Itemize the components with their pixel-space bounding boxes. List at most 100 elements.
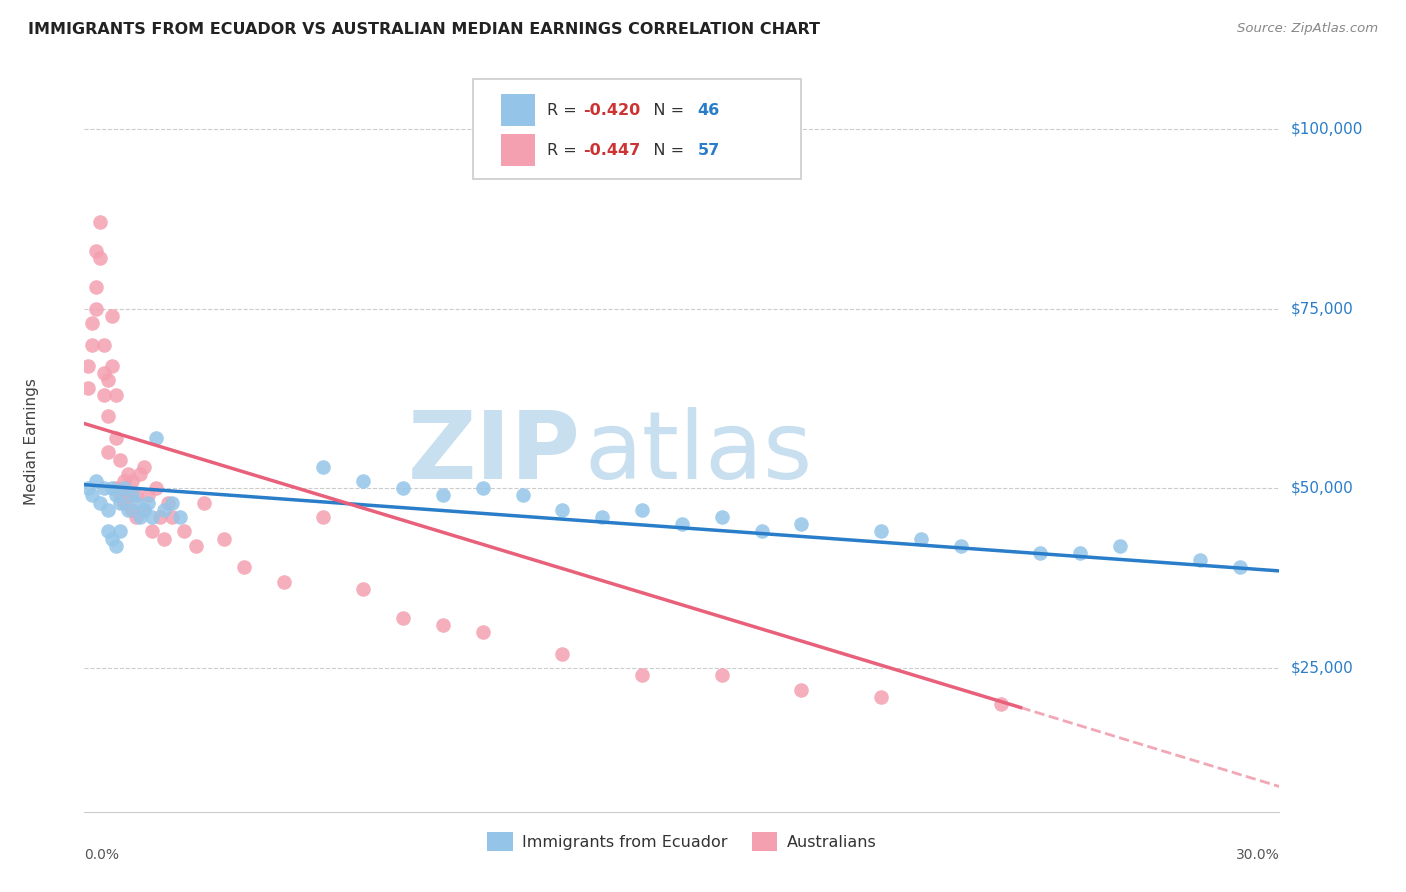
Point (169, 510, 191, 524)
Point (105, 488, 128, 502)
Point (870, 524, 893, 539)
Point (89, 252, 111, 266)
Point (121, 503, 143, 517)
Point (312, 510, 335, 524)
Point (105, 388, 128, 402)
Point (160, 510, 183, 524)
Point (125, 488, 148, 502)
Point (910, 532, 932, 546)
Point (77, 481, 100, 495)
Point (101, 481, 124, 495)
Text: N =: N = (638, 143, 689, 158)
Text: -0.447: -0.447 (582, 143, 640, 158)
Point (631, 503, 654, 517)
Point (132, 503, 156, 517)
Point (86, 474, 108, 488)
Point (232, 560, 254, 574)
Point (352, 582, 374, 596)
Point (129, 510, 152, 524)
FancyBboxPatch shape (502, 95, 534, 126)
Point (631, 668, 654, 682)
Point (86, 244, 108, 258)
Point (710, 510, 733, 524)
Point (990, 697, 1012, 711)
Point (110, 495, 132, 509)
Point (93, 337, 115, 351)
Point (97, 524, 120, 539)
Text: ZIP: ZIP (408, 407, 581, 499)
Point (671, 517, 693, 532)
Text: $25,000: $25,000 (1291, 660, 1354, 675)
Point (97, 503, 120, 517)
Point (141, 510, 163, 524)
Point (212, 532, 235, 546)
Point (105, 539, 128, 553)
Text: atlas: atlas (583, 407, 813, 499)
Point (153, 503, 176, 517)
Point (117, 467, 139, 481)
Point (77, 359, 100, 373)
Point (145, 431, 167, 445)
Point (101, 532, 124, 546)
Text: 30.0%: 30.0% (1236, 847, 1279, 862)
Point (112, 474, 135, 488)
Point (121, 474, 143, 488)
Point (157, 495, 180, 509)
Point (101, 309, 124, 323)
Point (149, 510, 172, 524)
Point (432, 488, 454, 502)
Point (117, 488, 139, 502)
Point (132, 459, 156, 474)
Point (93, 366, 115, 380)
Point (870, 690, 893, 704)
Point (751, 524, 773, 539)
Point (512, 488, 534, 502)
Point (471, 481, 494, 495)
Point (82, 316, 104, 330)
Point (112, 481, 135, 495)
Point (105, 481, 128, 495)
Text: Source: ZipAtlas.com: Source: ZipAtlas.com (1237, 22, 1378, 36)
Point (392, 610, 415, 624)
Point (110, 452, 132, 467)
Point (710, 668, 733, 682)
Text: $50,000: $50,000 (1291, 481, 1354, 496)
Point (591, 510, 613, 524)
Text: 57: 57 (697, 143, 720, 158)
Point (471, 625, 494, 640)
Point (790, 682, 813, 697)
Point (121, 488, 143, 502)
Point (93, 481, 115, 495)
Point (790, 517, 813, 532)
Point (97, 374, 120, 388)
Text: R =: R = (547, 143, 582, 158)
Text: -0.420: -0.420 (582, 103, 640, 118)
Text: Median Earnings: Median Earnings (24, 378, 39, 505)
Text: N =: N = (638, 103, 689, 118)
Point (352, 474, 374, 488)
Point (105, 431, 128, 445)
Text: $75,000: $75,000 (1291, 301, 1354, 316)
Legend: Immigrants from Ecuador, Australians: Immigrants from Ecuador, Australians (481, 826, 883, 857)
Point (93, 388, 115, 402)
Point (77, 381, 100, 395)
Point (101, 359, 124, 373)
Point (136, 495, 159, 509)
Point (1188, 553, 1211, 567)
Text: 46: 46 (697, 103, 720, 118)
Point (97, 409, 120, 424)
Text: R =: R = (547, 103, 582, 118)
Point (86, 301, 108, 316)
Point (141, 524, 163, 539)
Point (1229, 560, 1251, 574)
Point (145, 481, 167, 495)
Point (173, 524, 195, 539)
Text: $100,000: $100,000 (1291, 121, 1362, 136)
Point (129, 467, 152, 481)
Text: IMMIGRANTS FROM ECUADOR VS AUSTRALIAN MEDIAN EARNINGS CORRELATION CHART: IMMIGRANTS FROM ECUADOR VS AUSTRALIAN ME… (28, 22, 820, 37)
Point (153, 532, 176, 546)
Point (82, 488, 104, 502)
Point (551, 503, 574, 517)
Point (160, 495, 183, 509)
Point (136, 488, 159, 502)
